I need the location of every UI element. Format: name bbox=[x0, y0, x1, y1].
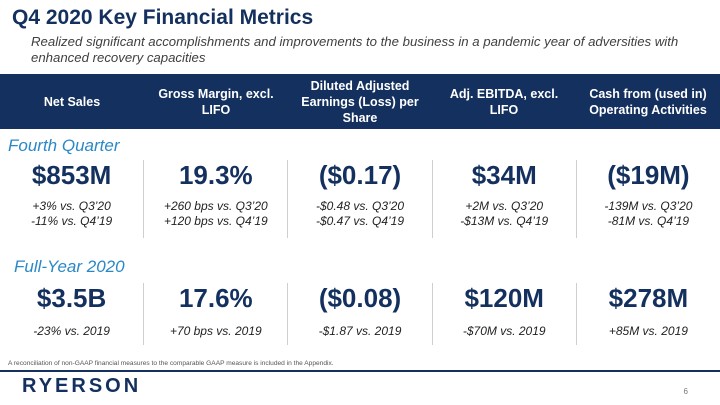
metric-value: $278M bbox=[608, 283, 689, 313]
metric-change: -23% vs. 2019 bbox=[33, 324, 110, 338]
header-net-sales: Net Sales bbox=[43, 94, 101, 109]
metric-change: -$1.87 vs. 2019 bbox=[318, 324, 402, 338]
metric-value: 19.3% bbox=[178, 160, 253, 190]
header-adj-ebitda: Adj. EBITDA, excl. LIFO bbox=[449, 86, 559, 117]
header-diluted-eps: Diluted Adjusted Earnings (Loss) per Sha… bbox=[301, 78, 419, 125]
section-fourth-quarter: Fourth Quarter bbox=[8, 136, 120, 155]
footnote: A reconciliation of non-GAAP financial m… bbox=[8, 360, 334, 367]
section-full-year: Full-Year 2020 bbox=[14, 257, 125, 276]
full-year-row: $3.5B -23% vs. 2019 17.6% +70 bps vs. 20… bbox=[0, 283, 720, 345]
header-gross-margin: Gross Margin, excl. LIFO bbox=[158, 86, 274, 117]
metric-change: -81M vs. Q4’19 bbox=[607, 214, 690, 228]
metric-change: +2M vs. Q3’20 bbox=[465, 199, 544, 213]
metric-cell: ($0.17) -$0.48 vs. Q3’20 -$0.47 vs. Q4’1… bbox=[287, 160, 431, 238]
metric-change: +70 bps vs. 2019 bbox=[169, 324, 262, 338]
metric-cell: 17.6% +70 bps vs. 2019 bbox=[143, 283, 287, 345]
metric-cell: $3.5B -23% vs. 2019 bbox=[0, 283, 143, 345]
metric-value: 17.6% bbox=[178, 283, 253, 313]
metric-change: +120 bps vs. Q4’19 bbox=[163, 214, 268, 228]
metric-change: +3% vs. Q3’20 bbox=[32, 199, 111, 213]
metric-value: $34M bbox=[471, 160, 537, 190]
metric-value: $853M bbox=[31, 160, 112, 190]
metric-value: $3.5B bbox=[36, 283, 107, 313]
metric-value: ($0.17) bbox=[318, 160, 402, 190]
metric-change: -$0.48 vs. Q3’20 bbox=[315, 199, 405, 213]
metric-cell: $278M +85M vs. 2019 bbox=[575, 283, 720, 345]
header-cash-operating: Cash from (used in) Operating Activities bbox=[589, 86, 707, 117]
metric-change: -139M vs. Q3’20 bbox=[604, 199, 693, 213]
page-subtitle: Realized significant accomplishments and… bbox=[31, 34, 679, 65]
metric-cell: ($0.08) -$1.87 vs. 2019 bbox=[287, 283, 431, 345]
fourth-quarter-row: $853M +3% vs. Q3’20 -11% vs. Q4’19 19.3%… bbox=[0, 160, 720, 238]
metric-cell: $853M +3% vs. Q3’20 -11% vs. Q4’19 bbox=[0, 160, 143, 238]
metric-change: +85M vs. 2019 bbox=[608, 324, 688, 338]
metric-change: -$0.47 vs. Q4’19 bbox=[315, 214, 405, 228]
metric-cell: $34M +2M vs. Q3’20 -$13M vs. Q4’19 bbox=[431, 160, 576, 238]
page-title: Q4 2020 Key Financial Metrics bbox=[12, 6, 314, 29]
metric-value: ($19M) bbox=[607, 160, 690, 190]
metric-cell: $120M -$70M vs. 2019 bbox=[431, 283, 576, 345]
ryerson-logo: RYERSON bbox=[22, 375, 142, 397]
page-number: 6 bbox=[683, 387, 688, 396]
metric-value: ($0.08) bbox=[318, 283, 402, 313]
metric-change: -$13M vs. Q4’19 bbox=[460, 214, 549, 228]
metric-cell: 19.3% +260 bps vs. Q3’20 +120 bps vs. Q4… bbox=[143, 160, 287, 238]
metric-change: -11% vs. Q4’19 bbox=[31, 214, 113, 228]
metric-value: $120M bbox=[464, 283, 544, 313]
metric-change: -$70M vs. 2019 bbox=[462, 324, 546, 338]
metric-change: +260 bps vs. Q3’20 bbox=[163, 199, 268, 213]
metrics-header-bar: Net Sales Gross Margin, excl. LIFO Dilut… bbox=[0, 74, 720, 129]
footer-divider bbox=[0, 370, 720, 372]
metric-cell: ($19M) -139M vs. Q3’20 -81M vs. Q4’19 bbox=[575, 160, 720, 238]
